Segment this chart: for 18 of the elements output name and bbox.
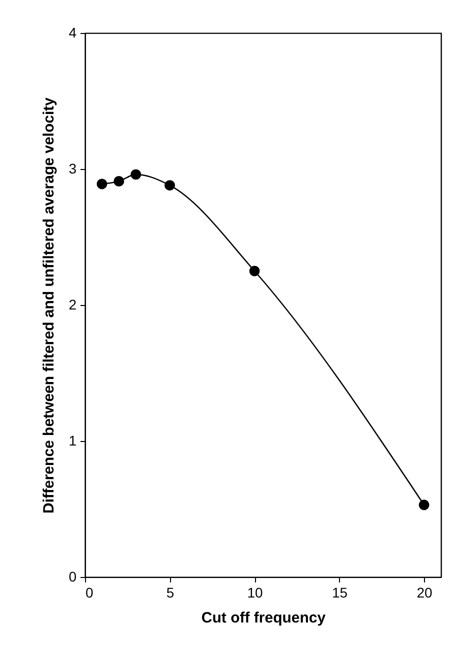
point <box>96 178 108 190</box>
point <box>114 176 124 186</box>
point <box>130 169 142 180</box>
x-tick-label: 5 <box>166 584 174 600</box>
y-tick-label: 0 <box>68 568 77 584</box>
x-axis-title: Cut off frequency <box>201 610 326 626</box>
y-axis-title: Difference between filtered and unfiltered average velocity <box>40 96 58 514</box>
x-tick-label: 15 <box>332 584 348 600</box>
y-tick-label: 2 <box>68 296 77 312</box>
x-tick-label: 20 <box>416 584 433 600</box>
point <box>164 180 176 191</box>
y-tick-label: 3 <box>68 160 77 176</box>
y-tick-label: 1 <box>68 432 77 448</box>
x-tick-label: 10 <box>247 584 264 600</box>
point <box>418 500 430 510</box>
x-tick-label: 0 <box>86 584 94 600</box>
y-tick-label: 4 <box>68 24 77 40</box>
point <box>249 266 260 276</box>
